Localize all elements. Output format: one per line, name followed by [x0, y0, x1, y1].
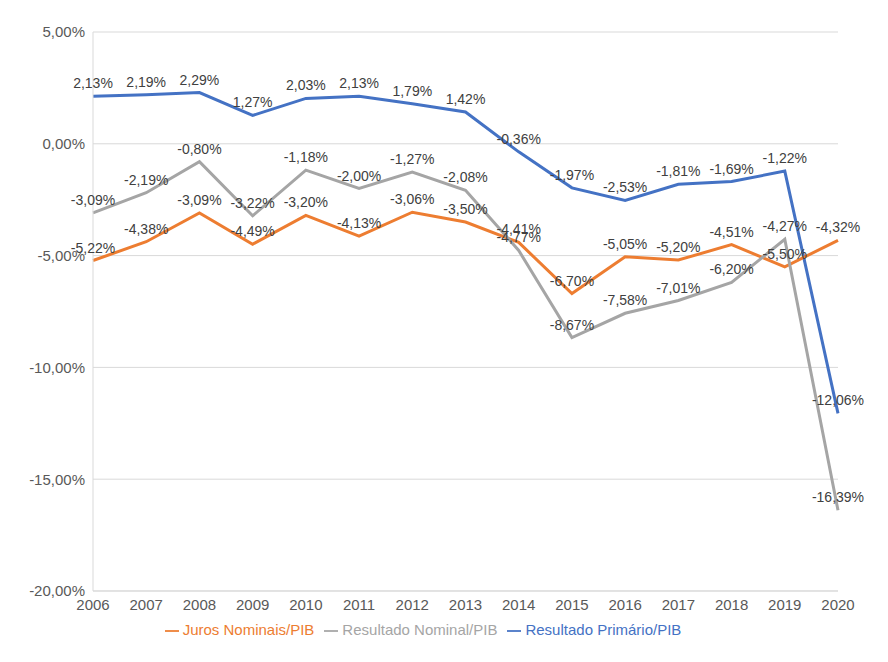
- svg-text:-7,01%: -7,01%: [656, 280, 700, 296]
- svg-text:-15,00%: -15,00%: [29, 471, 85, 488]
- svg-text:-2,08%: -2,08%: [443, 169, 487, 185]
- svg-text:2018: 2018: [715, 596, 748, 613]
- svg-text:-4,49%: -4,49%: [230, 223, 274, 239]
- svg-text:-20,00%: -20,00%: [29, 582, 85, 599]
- svg-text:1,27%: 1,27%: [233, 94, 273, 110]
- svg-text:-5,20%: -5,20%: [656, 239, 700, 255]
- svg-text:-1,18%: -1,18%: [284, 149, 328, 165]
- svg-text:-3,22%: -3,22%: [230, 195, 274, 211]
- svg-text:2007: 2007: [130, 596, 163, 613]
- svg-text:0,00%: 0,00%: [42, 135, 85, 152]
- svg-text:-1,27%: -1,27%: [390, 151, 434, 167]
- svg-text:-7,58%: -7,58%: [603, 292, 647, 308]
- svg-text:2,19%: 2,19%: [126, 74, 166, 90]
- svg-text:2008: 2008: [183, 596, 216, 613]
- html-text:Resultado Primário/PIB: Resultado Primário/PIB: [525, 621, 682, 638]
- svg-text:2,03%: 2,03%: [286, 77, 326, 93]
- svg-text:-4,32%: -4,32%: [816, 219, 860, 235]
- svg-text:-8,67%: -8,67%: [550, 317, 594, 333]
- svg-text:-1,81%: -1,81%: [656, 163, 700, 179]
- svg-text:2012: 2012: [396, 596, 429, 613]
- svg-text:-3,09%: -3,09%: [71, 192, 115, 208]
- svg-text:-4,13%: -4,13%: [337, 215, 381, 231]
- svg-text:-0,36%: -0,36%: [497, 131, 541, 147]
- svg-text:-1,69%: -1,69%: [709, 161, 753, 177]
- svg-text:-1,97%: -1,97%: [550, 167, 594, 183]
- svg-text:-4,77%: -4,77%: [497, 229, 541, 245]
- svg-text:5,00%: 5,00%: [42, 23, 85, 40]
- svg-text:2015: 2015: [555, 596, 588, 613]
- svg-text:-16,39%: -16,39%: [812, 489, 864, 505]
- svg-text:2020: 2020: [821, 596, 854, 613]
- svg-text:-4,27%: -4,27%: [763, 218, 807, 234]
- svg-text:2010: 2010: [289, 596, 322, 613]
- svg-text:2011: 2011: [343, 596, 375, 613]
- svg-text:-5,50%: -5,50%: [763, 246, 807, 262]
- svg-text:-3,50%: -3,50%: [443, 201, 487, 217]
- svg-text:-12,06%: -12,06%: [812, 392, 864, 408]
- svg-text:2,13%: 2,13%: [339, 75, 379, 91]
- svg-text:2,13%: 2,13%: [73, 75, 113, 91]
- html-text:Resultado Nominal/PIB: Resultado Nominal/PIB: [342, 621, 498, 638]
- svg-text:2019: 2019: [768, 596, 801, 613]
- svg-text:-4,51%: -4,51%: [709, 224, 753, 240]
- svg-text:2013: 2013: [449, 596, 482, 613]
- svg-text:-3,20%: -3,20%: [284, 194, 328, 210]
- svg-text:-3,06%: -3,06%: [390, 191, 434, 207]
- svg-text:-5,05%: -5,05%: [603, 236, 647, 252]
- svg-text:-4,38%: -4,38%: [124, 221, 168, 237]
- svg-text:-2,53%: -2,53%: [603, 179, 647, 195]
- svg-text:1,42%: 1,42%: [446, 91, 486, 107]
- svg-text:-5,00%: -5,00%: [37, 246, 85, 264]
- svg-text:-5,22%: -5,22%: [71, 240, 115, 256]
- svg-text:2009: 2009: [236, 596, 269, 613]
- svg-text:-10,00%: -10,00%: [29, 359, 85, 376]
- svg-text:-6,70%: -6,70%: [550, 273, 594, 289]
- svg-text:-2,19%: -2,19%: [124, 172, 168, 188]
- svg-text:1,79%: 1,79%: [392, 83, 432, 99]
- svg-text:-2,00%: -2,00%: [337, 168, 381, 184]
- svg-text:-1,22%: -1,22%: [763, 150, 807, 166]
- svg-text:2,29%: 2,29%: [180, 72, 220, 88]
- svg-text:-6,20%: -6,20%: [709, 261, 753, 277]
- svg-text:2014: 2014: [502, 596, 535, 613]
- svg-text:2016: 2016: [608, 596, 641, 613]
- svg-text:2017: 2017: [662, 596, 695, 613]
- svg-text:-3,09%: -3,09%: [177, 192, 221, 208]
- svg-text:2006: 2006: [76, 595, 110, 613]
- svg-text:-0,80%: -0,80%: [177, 141, 221, 157]
- html-text:Juros Nominais/PIB: Juros Nominais/PIB: [182, 621, 315, 638]
